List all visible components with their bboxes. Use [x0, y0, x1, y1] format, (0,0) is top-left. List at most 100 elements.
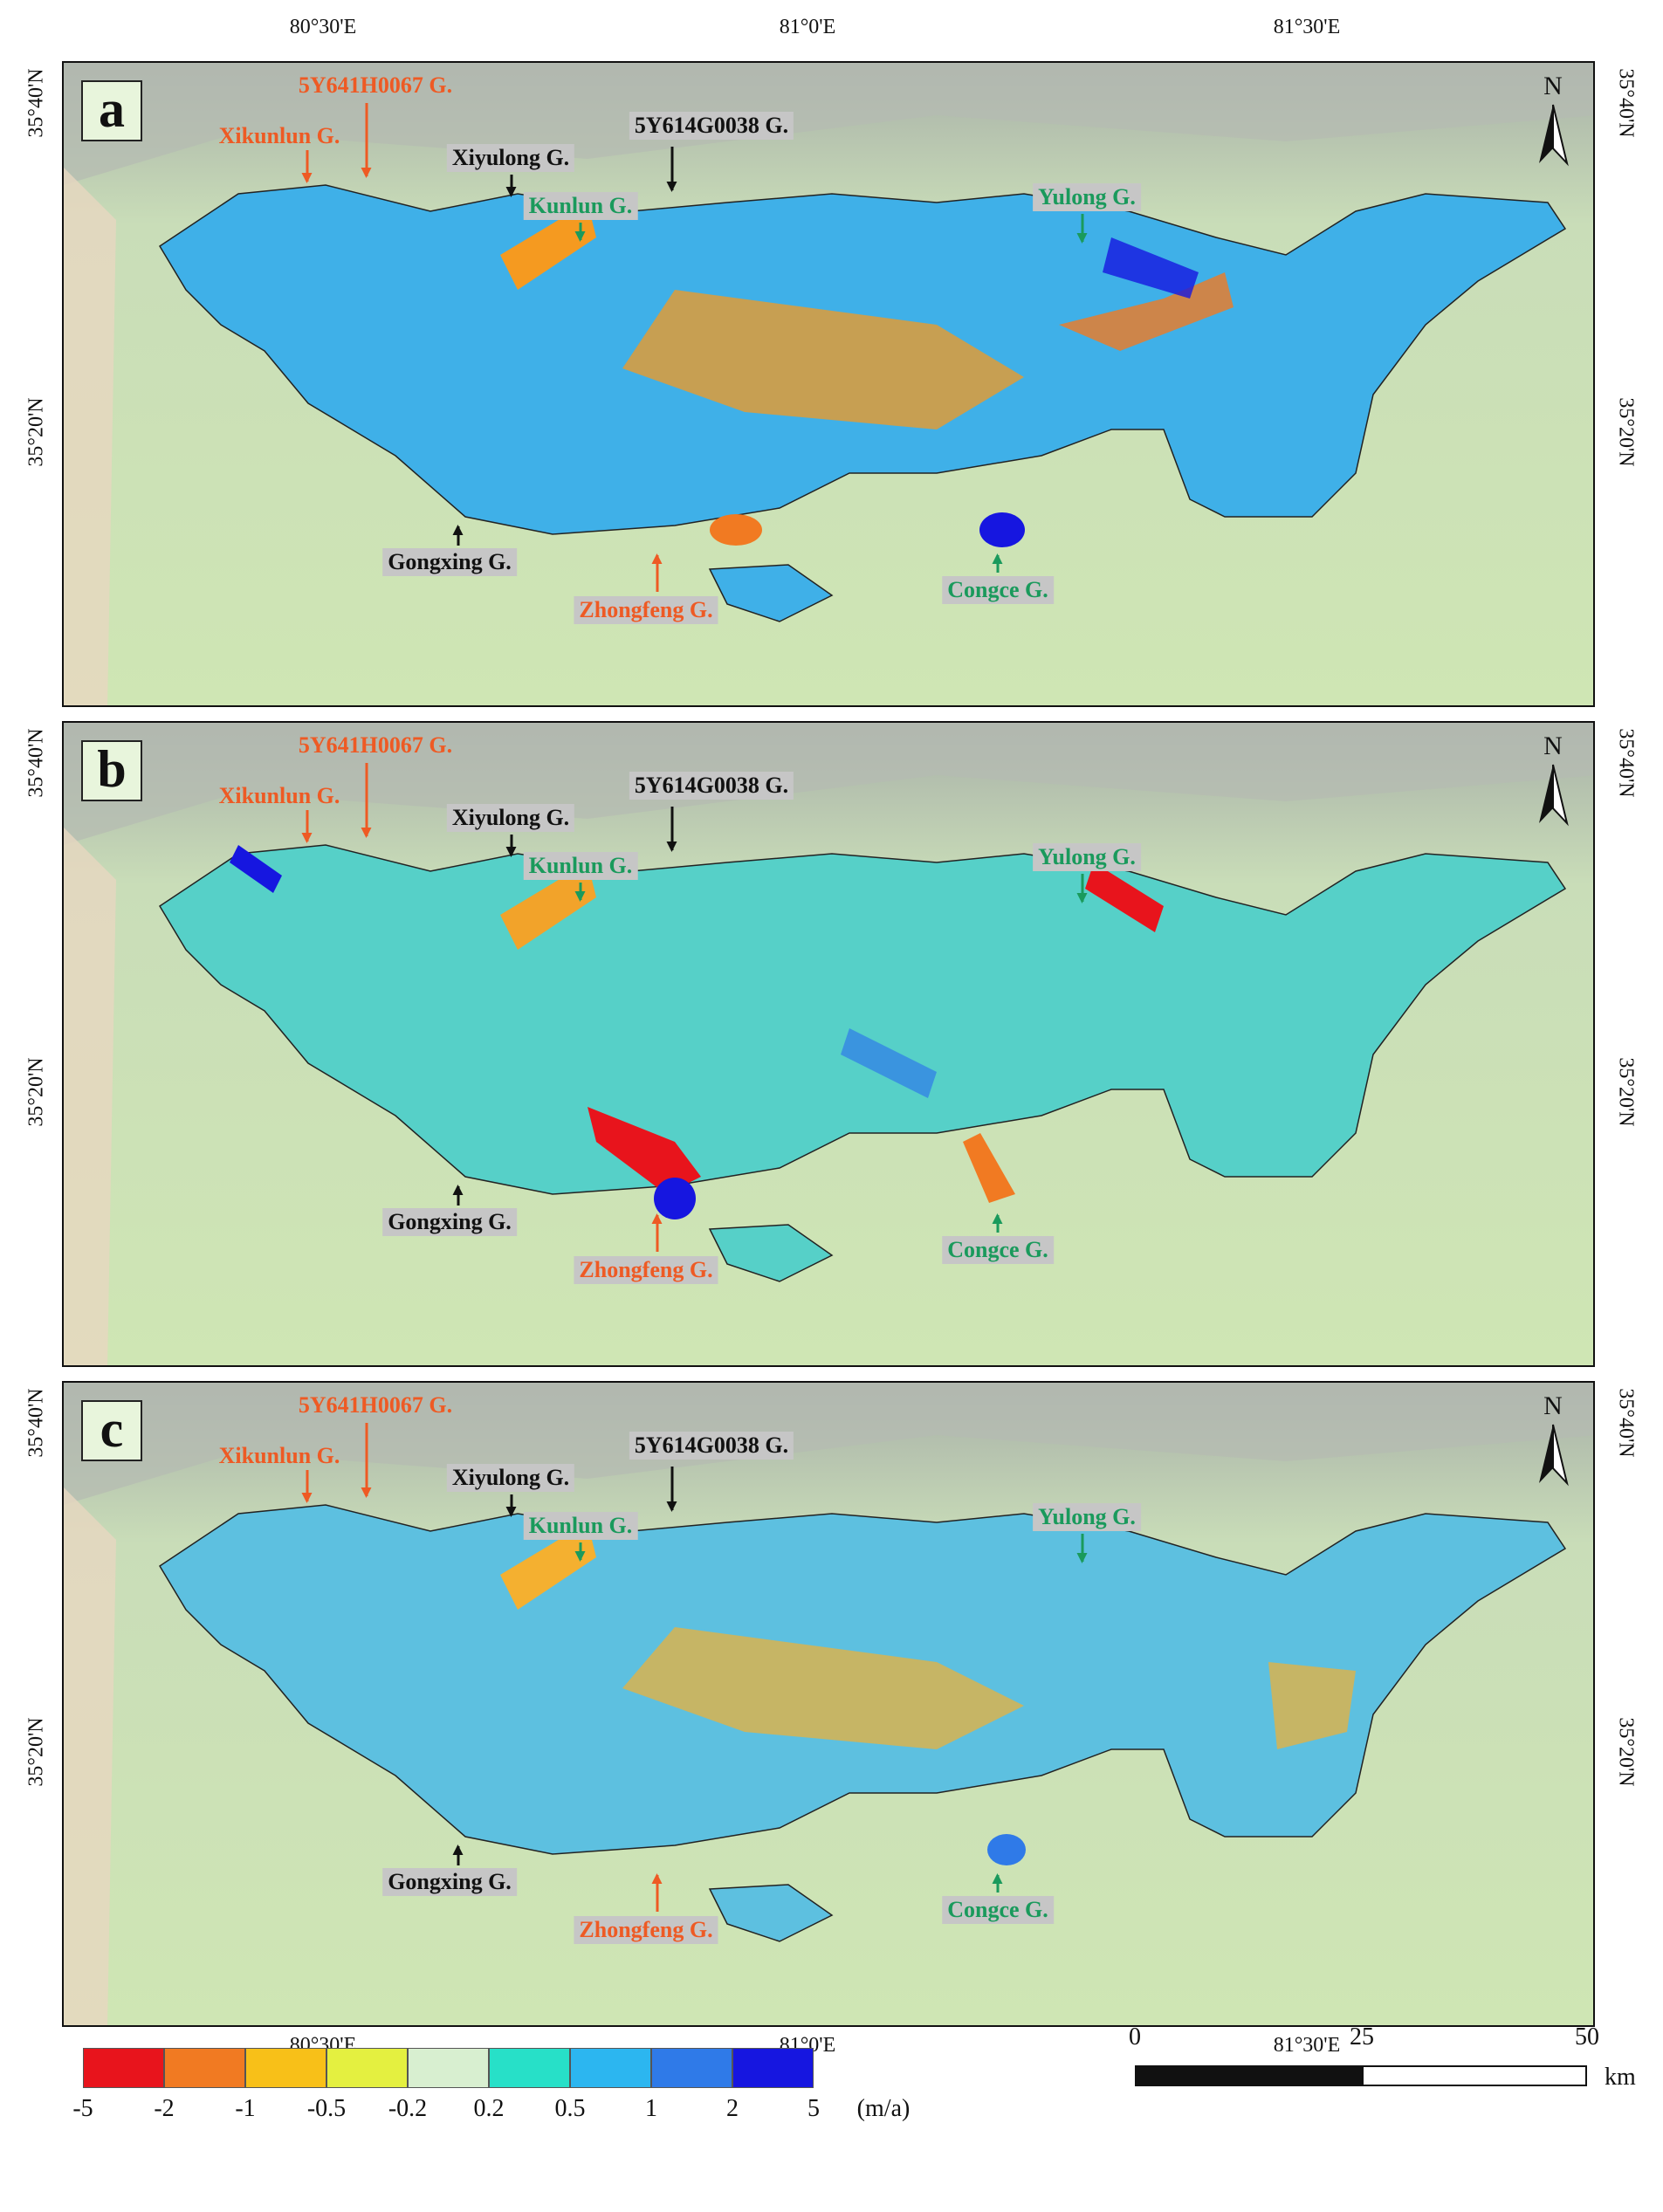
legend-swatch [408, 2048, 489, 2088]
legend-tick-label: -1 [235, 2095, 256, 2122]
legend-tick-label: -5 [72, 2095, 93, 2122]
lat-label-a-left-2: 35°20'N [24, 397, 48, 467]
scale-tick-25: 25 [1350, 2023, 1374, 2051]
north-arrow-b: N [1527, 732, 1579, 828]
lat-label-c-right-1: 35°40'N [1614, 1388, 1638, 1458]
arrow-xiyulong-a [505, 175, 517, 197]
scale-bar-dark-segment [1135, 2065, 1365, 2086]
arrow-gongxing-a [452, 525, 464, 546]
arrow-5y614-a [666, 147, 677, 192]
legend-tick-label: 0.5 [554, 2095, 586, 2122]
scale-unit: km [1605, 2064, 1636, 2091]
arrow-5y641-c [361, 1423, 372, 1498]
arrow-5y641-a [361, 103, 372, 178]
north-label: N [1543, 1391, 1563, 1420]
label-kunlun-b: Kunlun G. [523, 852, 638, 880]
label-5y641-a: 5Y641H0067 G. [298, 72, 453, 98]
lat-label-b-left-1: 35°40'N [24, 728, 48, 798]
lat-label-b-right-1: 35°40'N [1614, 728, 1638, 798]
legend-unit: (m/a) [856, 2095, 911, 2122]
north-arrow-c: N [1527, 1391, 1579, 1487]
arrow-congce-a [992, 553, 1003, 573]
glacier-map-a [64, 63, 1593, 705]
legend-swatch [83, 2048, 164, 2088]
label-yulong-b: Yulong G. [1033, 843, 1141, 871]
label-5y614-b: 5Y614G0038 G. [629, 772, 794, 800]
arrow-xikunlun-b [301, 810, 313, 843]
panel-letter-c: c [81, 1400, 142, 1461]
panel-letter-b: b [81, 740, 142, 801]
arrow-gongxing-c [452, 1844, 464, 1865]
legend-swatch [489, 2048, 570, 2088]
arrow-yulong-c [1076, 1534, 1088, 1563]
label-congce-c: Congce G. [942, 1896, 1054, 1924]
label-congce-b: Congce G. [942, 1236, 1054, 1264]
map-panel-c: c N [62, 1381, 1595, 2027]
legend-swatch [326, 2048, 408, 2088]
scale-bar [1135, 2065, 1589, 2086]
map-panel-b: b N [62, 721, 1595, 1367]
label-yulong-c: Yulong G. [1033, 1503, 1141, 1531]
north-arrow-a: N [1527, 72, 1579, 168]
label-5y641-b: 5Y641H0067 G. [298, 732, 453, 758]
map-panel-a: a N [62, 61, 1595, 707]
legend-tick-label: -0.5 [306, 2095, 347, 2122]
lat-label-c-left-1: 35°40'N [24, 1388, 48, 1458]
label-congce-a: Congce G. [942, 576, 1054, 604]
arrow-zhongfeng-c [651, 1873, 663, 1912]
arrow-kunlun-a [574, 223, 586, 242]
label-5y641-c: 5Y641H0067 G. [298, 1392, 453, 1418]
label-xiyulong-a: Xiyulong G. [446, 144, 575, 172]
legend-tick-label: 1 [645, 2095, 657, 2122]
legend-swatch [164, 2048, 245, 2088]
arrow-xikunlun-c [301, 1470, 313, 1503]
arrow-yulong-b [1076, 874, 1088, 903]
north-arrow-icon [1539, 764, 1569, 827]
label-xikunlun-a: Xikunlun G. [218, 123, 340, 148]
lat-label-c-left-2: 35°20'N [24, 1717, 48, 1787]
glacier-map-b [64, 723, 1593, 1365]
label-gongxing-c: Gongxing G. [382, 1868, 517, 1896]
scale-tick-50: 50 [1575, 2023, 1599, 2051]
arrow-congce-c [992, 1873, 1003, 1893]
label-xikunlun-c: Xikunlun G. [218, 1443, 340, 1468]
arrow-congce-b [992, 1213, 1003, 1233]
arrow-xiyulong-c [505, 1494, 517, 1517]
north-arrow-icon [1539, 1424, 1569, 1487]
label-kunlun-a: Kunlun G. [523, 192, 638, 220]
lat-label-a-right-1: 35°40'N [1614, 68, 1638, 138]
lon-label-top-3: 81°30'E [1273, 16, 1341, 38]
label-zhongfeng-a: Zhongfeng G. [574, 596, 718, 624]
legend-tick-label: 0.2 [473, 2095, 505, 2122]
label-zhongfeng-b: Zhongfeng G. [574, 1256, 718, 1284]
north-arrow-icon [1539, 104, 1569, 167]
lat-label-a-right-2: 35°20'N [1614, 397, 1638, 467]
label-xiyulong-b: Xiyulong G. [446, 804, 575, 832]
lat-label-b-right-2: 35°20'N [1614, 1057, 1638, 1127]
legend-swatch [732, 2048, 814, 2088]
arrow-xikunlun-a [301, 150, 313, 183]
lat-label-c-right-2: 35°20'N [1614, 1717, 1638, 1787]
label-5y614-c: 5Y614G0038 G. [629, 1432, 794, 1460]
legend-swatch [245, 2048, 326, 2088]
arrow-xiyulong-b [505, 835, 517, 857]
label-yulong-a: Yulong G. [1033, 183, 1141, 211]
label-gongxing-a: Gongxing G. [382, 548, 517, 576]
label-kunlun-c: Kunlun G. [523, 1512, 638, 1540]
label-xikunlun-b: Xikunlun G. [218, 783, 340, 808]
legend-swatch [570, 2048, 651, 2088]
scale-bar-light-segment [1362, 2065, 1587, 2086]
label-xiyulong-c: Xiyulong G. [446, 1464, 575, 1492]
north-label: N [1543, 72, 1563, 100]
legend-tick-label: -2 [154, 2095, 175, 2122]
arrow-yulong-a [1076, 214, 1088, 244]
arrow-kunlun-b [574, 883, 586, 902]
label-5y614-a: 5Y614G0038 G. [629, 112, 794, 140]
lon-label-bottom-3: 81°30'E [1273, 2034, 1341, 2057]
lat-label-a-left-1: 35°40'N [24, 68, 48, 138]
legend-swatch [651, 2048, 732, 2088]
label-gongxing-b: Gongxing G. [382, 1208, 517, 1236]
arrow-5y614-b [666, 807, 677, 852]
arrow-5y614-c [666, 1467, 677, 1512]
lon-label-top-1: 80°30'E [289, 16, 357, 38]
